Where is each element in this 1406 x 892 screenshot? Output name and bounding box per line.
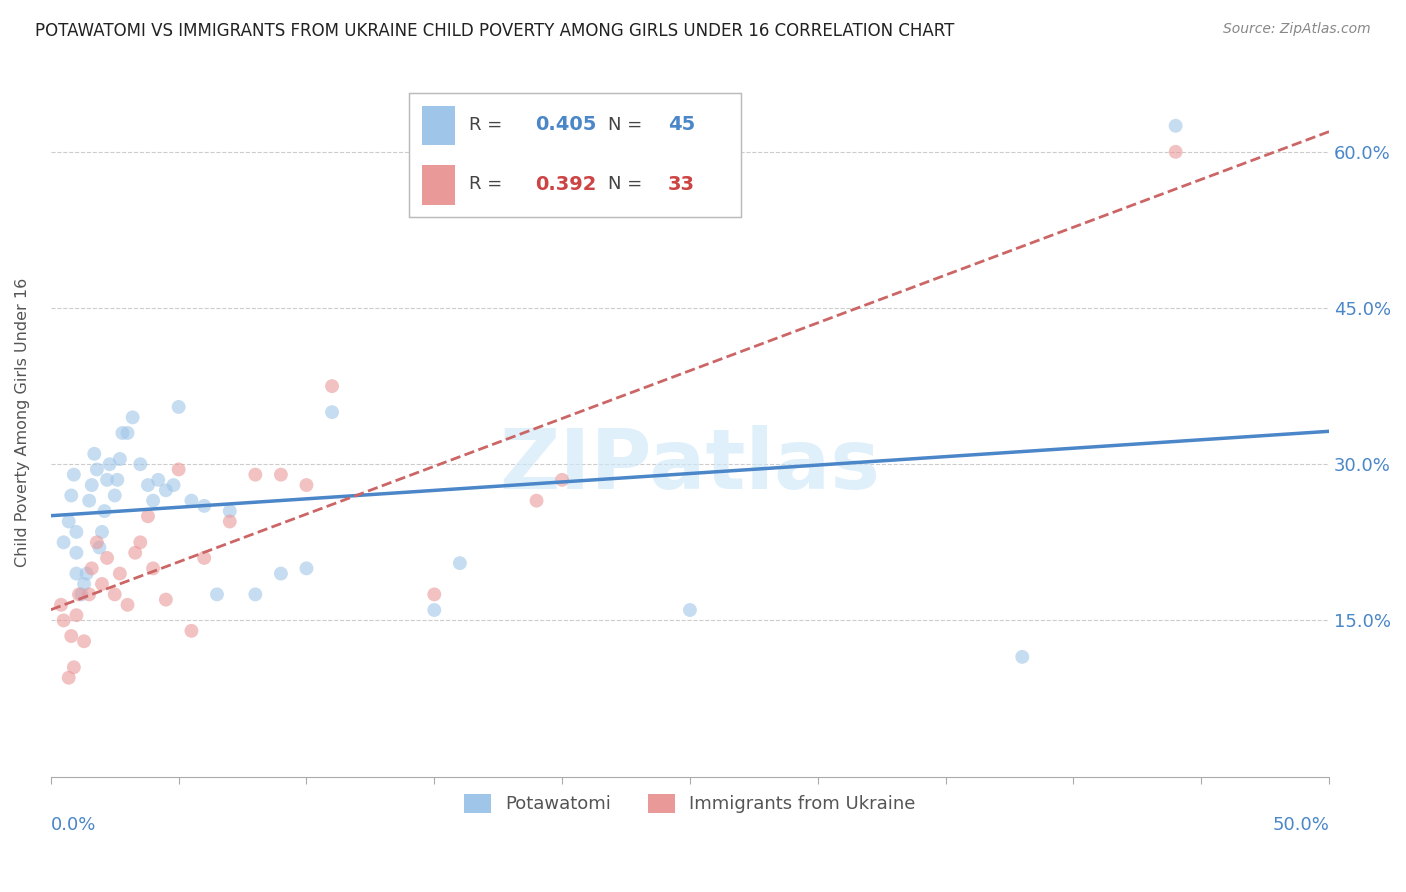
Point <box>96 473 118 487</box>
Text: ZIPatlas: ZIPatlas <box>499 425 880 506</box>
Point <box>49 598 72 612</box>
Point <box>91 524 114 539</box>
Point <box>167 462 190 476</box>
Point <box>70 587 93 601</box>
Point <box>96 550 118 565</box>
Point <box>117 425 139 440</box>
Point <box>124 546 146 560</box>
Text: POTAWATOMI VS IMMIGRANTS FROM UKRAINE CHILD POVERTY AMONG GIRLS UNDER 16 CORRELA: POTAWATOMI VS IMMIGRANTS FROM UKRAINE CH… <box>35 22 955 40</box>
Point <box>105 473 128 487</box>
Point <box>111 425 134 440</box>
Point <box>60 629 83 643</box>
Text: 50.0%: 50.0% <box>1272 815 1329 833</box>
Point <box>295 561 318 575</box>
Point <box>148 473 170 487</box>
Point <box>121 410 143 425</box>
Point <box>98 457 121 471</box>
Point <box>180 624 202 638</box>
Point <box>65 546 87 560</box>
Point <box>155 483 177 498</box>
Point <box>679 603 702 617</box>
Point <box>58 671 80 685</box>
Point <box>65 608 87 623</box>
Point <box>65 566 87 581</box>
Point <box>180 493 202 508</box>
Point <box>108 566 131 581</box>
Point <box>76 566 98 581</box>
Point <box>449 556 471 570</box>
Point <box>67 587 90 601</box>
Point <box>245 587 267 601</box>
Point <box>129 535 152 549</box>
Point <box>136 509 159 524</box>
Point <box>77 493 100 508</box>
Point <box>80 478 103 492</box>
Point <box>104 488 127 502</box>
Point <box>167 400 190 414</box>
Point <box>270 566 292 581</box>
Point <box>295 478 318 492</box>
Point <box>423 587 446 601</box>
Point <box>86 462 108 476</box>
Point <box>63 660 86 674</box>
Point <box>129 457 152 471</box>
Point <box>58 515 80 529</box>
Point <box>155 592 177 607</box>
Point <box>1011 649 1033 664</box>
Point <box>526 493 548 508</box>
Point <box>270 467 292 482</box>
Point <box>218 515 240 529</box>
Point <box>162 478 184 492</box>
Text: Source: ZipAtlas.com: Source: ZipAtlas.com <box>1223 22 1371 37</box>
Point <box>193 550 215 565</box>
Point <box>136 478 159 492</box>
Point <box>104 587 127 601</box>
Point <box>108 452 131 467</box>
Point <box>77 587 100 601</box>
Point <box>245 467 267 482</box>
Point <box>52 614 75 628</box>
Point <box>1164 119 1187 133</box>
Point <box>73 577 96 591</box>
Point <box>80 561 103 575</box>
Point <box>73 634 96 648</box>
Point <box>89 541 111 555</box>
Point <box>63 467 86 482</box>
Point <box>65 524 87 539</box>
Point <box>91 577 114 591</box>
Point <box>60 488 83 502</box>
Point <box>1164 145 1187 159</box>
Point <box>321 379 343 393</box>
Point <box>193 499 215 513</box>
Point <box>142 493 165 508</box>
Point <box>93 504 115 518</box>
Point <box>551 473 574 487</box>
Point <box>52 535 75 549</box>
Point <box>86 535 108 549</box>
Legend: Potawatomi, Immigrants from Ukraine: Potawatomi, Immigrants from Ukraine <box>457 787 922 821</box>
Point <box>142 561 165 575</box>
Point <box>423 603 446 617</box>
Point <box>205 587 228 601</box>
Y-axis label: Child Poverty Among Girls Under 16: Child Poverty Among Girls Under 16 <box>15 278 30 567</box>
Text: 0.0%: 0.0% <box>51 815 96 833</box>
Point <box>218 504 240 518</box>
Point <box>83 447 105 461</box>
Point <box>117 598 139 612</box>
Point <box>321 405 343 419</box>
